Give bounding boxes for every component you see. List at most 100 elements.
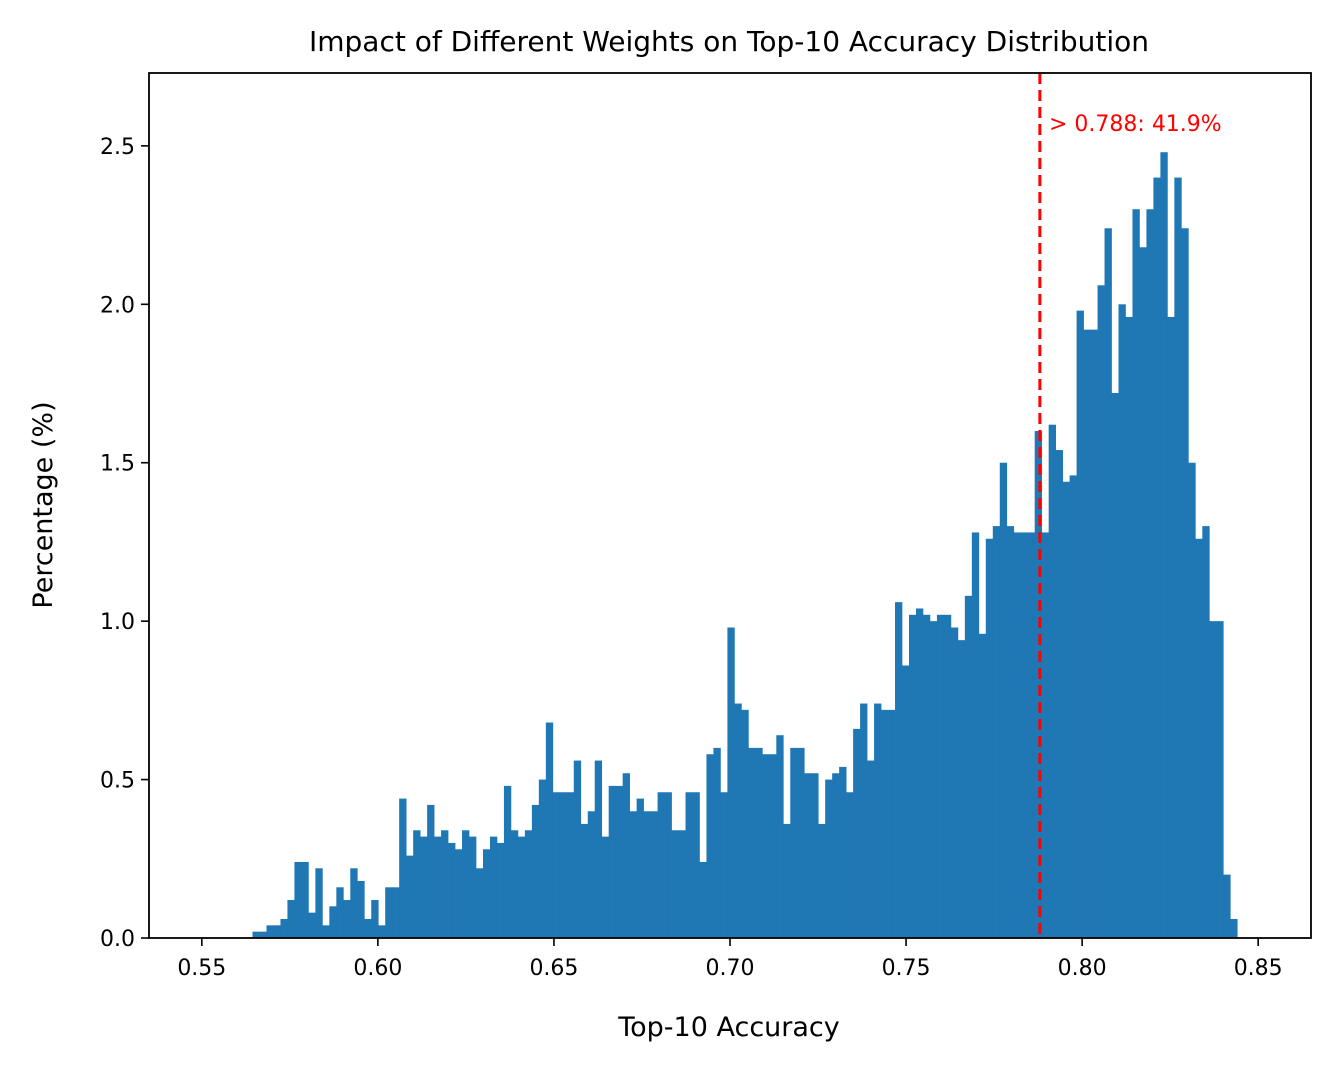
histogram-bar	[406, 855, 414, 938]
histogram-bar	[476, 868, 484, 938]
y-tick-label: 1.5	[100, 452, 135, 477]
histogram-bar	[273, 925, 281, 938]
histogram-bar	[503, 785, 512, 938]
histogram-bar	[985, 538, 994, 938]
histogram-bar	[266, 925, 274, 938]
histogram-bar	[1139, 247, 1147, 938]
histogram-bar	[573, 760, 582, 938]
histogram-bar	[776, 735, 784, 938]
histogram-bar	[1069, 475, 1077, 938]
histogram-bar	[1167, 316, 1175, 939]
histogram-bar	[1062, 481, 1070, 938]
histogram-bar	[643, 811, 651, 938]
histogram-bar	[853, 728, 861, 938]
histogram-bar	[1146, 209, 1154, 938]
histogram-bar	[881, 709, 889, 938]
histogram-bar	[350, 868, 358, 938]
histogram-bar	[888, 709, 896, 938]
histogram-bar	[915, 608, 924, 938]
histogram-bar	[727, 627, 735, 938]
histogram-bar	[482, 849, 491, 938]
histogram-bar	[922, 614, 931, 938]
histogram-bar	[552, 792, 561, 938]
histogram-bar	[1034, 431, 1043, 938]
histogram-bar	[329, 906, 337, 938]
histogram-bar	[636, 798, 644, 938]
histogram-bar	[413, 830, 421, 938]
histogram-bar	[336, 887, 344, 938]
histogram-bar	[978, 633, 987, 938]
histogram-bar	[1090, 329, 1098, 938]
histogram-bar	[650, 811, 658, 938]
histogram-bar	[678, 830, 686, 938]
histogram-bar	[741, 709, 749, 938]
histogram-bar	[629, 811, 637, 938]
y-tick-label: 2.5	[100, 135, 135, 160]
histogram-bar	[496, 842, 505, 938]
histogram-bar	[692, 792, 700, 938]
histogram-bar	[657, 792, 665, 938]
histogram-bar	[839, 766, 847, 938]
histogram-bar	[1013, 532, 1022, 938]
histogram-bar	[1111, 393, 1119, 938]
histogram-bar	[455, 849, 463, 938]
histogram-bar	[1209, 621, 1217, 938]
x-tick-label: 0.55	[177, 956, 226, 981]
histogram-bar	[322, 925, 330, 938]
histogram-bar	[622, 773, 630, 938]
histogram-bar	[902, 665, 910, 938]
histogram-bar	[294, 861, 302, 938]
histogram-bar	[846, 792, 854, 938]
histogram-bar	[308, 912, 316, 938]
histogram-bar	[1188, 462, 1196, 938]
histogram-bar	[357, 880, 365, 938]
histogram-bar	[1230, 918, 1238, 938]
histogram-bar	[448, 842, 456, 938]
histogram-bar	[713, 747, 721, 938]
histogram-bar	[867, 760, 875, 938]
histogram-bar	[762, 754, 770, 938]
histogram-bar	[769, 754, 777, 938]
histogram-bars	[252, 152, 1238, 939]
histogram-bar	[378, 925, 386, 938]
histogram-bar	[545, 722, 554, 938]
histogram-bar	[615, 785, 623, 938]
histogram-bar	[1048, 424, 1056, 938]
histogram-bar	[797, 747, 805, 938]
histogram-bar	[804, 773, 812, 938]
histogram-bar	[1076, 310, 1084, 938]
histogram-bar	[1006, 526, 1015, 938]
histogram-bar	[594, 760, 603, 938]
histogram-bar	[1125, 316, 1133, 939]
histogram-bar	[874, 703, 882, 938]
histogram-bar	[392, 887, 400, 938]
histogram-bar	[301, 861, 309, 938]
histogram-bar	[343, 899, 351, 938]
histogram-bar	[538, 779, 547, 938]
histogram-bar	[1104, 228, 1112, 938]
histogram-bar	[524, 830, 533, 938]
histogram-bar	[315, 868, 323, 938]
histogram-bar	[1195, 538, 1203, 938]
histogram-bar	[608, 785, 617, 938]
histogram-bar	[811, 773, 819, 938]
histogram-bar	[517, 836, 526, 938]
histogram-bar	[964, 595, 973, 938]
chart-title: Impact of Different Weights on Top-10 Ac…	[309, 25, 1149, 58]
histogram-bar	[748, 747, 756, 938]
x-axis: 0.55 0.60 0.65 0.70 0.75 0.80 0.85	[177, 938, 1283, 981]
y-tick-label: 0.0	[100, 927, 135, 952]
histogram-bar	[489, 836, 498, 938]
histogram-bar	[1216, 621, 1224, 938]
x-tick-label: 0.70	[706, 956, 755, 981]
histogram-bar	[1020, 532, 1029, 938]
y-tick-label: 1.0	[100, 610, 135, 635]
histogram-bar	[280, 918, 288, 938]
histogram-bar	[685, 792, 693, 938]
histogram-bar	[587, 811, 596, 938]
histogram-bar	[783, 823, 791, 938]
histogram-bar	[755, 747, 763, 938]
y-axis-label: Percentage (%)	[28, 401, 59, 608]
histogram-bar	[706, 754, 714, 938]
histogram-bar	[908, 614, 917, 938]
